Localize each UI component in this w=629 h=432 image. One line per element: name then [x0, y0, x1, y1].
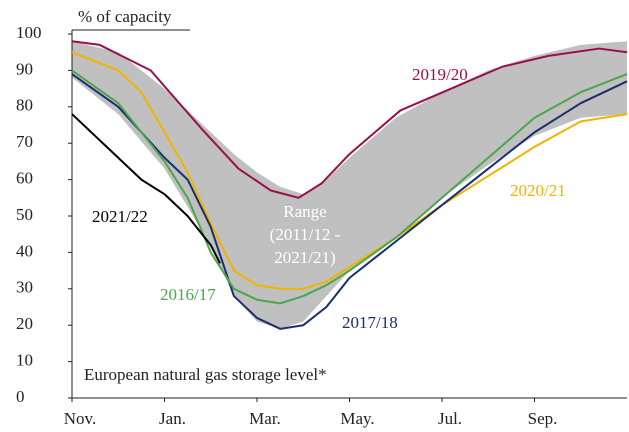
series-label: 2017/18 — [342, 313, 398, 332]
series-line — [71, 113, 221, 264]
y-tick-label: 60 — [16, 169, 33, 188]
y-tick-label: 70 — [16, 132, 33, 151]
y-tick-label: 40 — [16, 241, 33, 260]
series-label: 2020/21 — [510, 181, 566, 200]
series-line — [71, 69, 628, 305]
y-tick-label: 20 — [16, 314, 33, 333]
range-label: (2011/12 - — [270, 225, 341, 244]
series-line — [71, 40, 628, 199]
series-line — [71, 51, 628, 290]
x-tick-label: Mar. — [249, 409, 281, 428]
y-tick-label: 90 — [16, 59, 33, 78]
series-label: 2016/17 — [160, 285, 216, 304]
y-axis-label: % of capacity — [78, 7, 172, 26]
y-tick-label: 100 — [16, 23, 42, 42]
x-tick-label: May. — [340, 409, 374, 428]
series-label: 2019/20 — [412, 65, 468, 84]
range-label: Range — [283, 202, 326, 221]
y-tick-label: 10 — [16, 351, 33, 370]
y-tick-label: 0 — [16, 387, 25, 406]
series-label: 2021/22 — [92, 207, 148, 226]
annotation: European natural gas storage level* — [84, 365, 327, 384]
x-tick-label: Jan. — [159, 409, 186, 428]
x-tick-label: Nov. — [64, 409, 96, 428]
y-tick-label: 30 — [16, 278, 33, 297]
x-tick-label: Sep. — [528, 409, 558, 428]
y-tick-label: 80 — [16, 96, 33, 115]
series-line — [71, 73, 628, 330]
range-label: 2021/21) — [274, 248, 335, 267]
x-tick-label: Jul. — [438, 409, 462, 428]
range-band — [72, 41, 627, 329]
y-tick-label: 50 — [16, 205, 33, 224]
